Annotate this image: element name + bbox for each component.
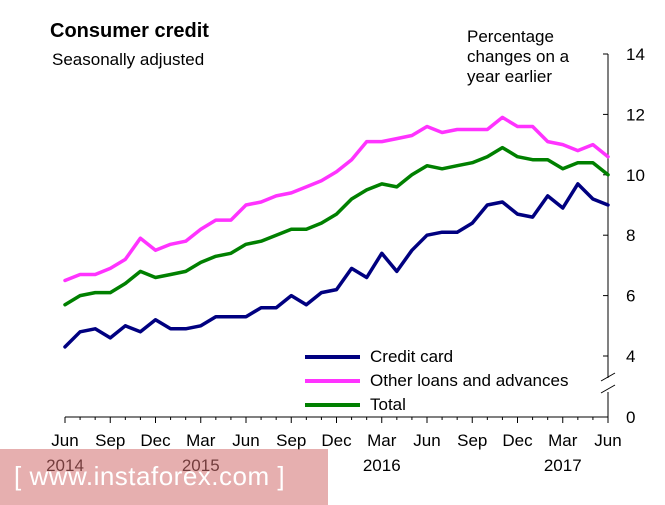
axis-break-mark-upper	[600, 372, 616, 382]
legend-label-total: Total	[370, 395, 406, 414]
x-tick-label: Jun	[51, 431, 78, 450]
x-tick-label: Sep	[457, 431, 487, 450]
x-tick-label: Mar	[186, 431, 216, 450]
y-tick-label: 12	[626, 105, 645, 124]
x-tick-label: Sep	[276, 431, 306, 450]
chart-title: Consumer credit	[50, 20, 209, 42]
x-tick-label: Mar	[367, 431, 397, 450]
y-tick-label: 10	[626, 166, 645, 185]
axis-break-mark-lower	[600, 384, 616, 394]
x-tick-label: Dec	[140, 431, 171, 450]
watermark: [ www.instaforex.com ]	[0, 449, 328, 505]
x-tick-label: Jun	[232, 431, 259, 450]
x-tick-label: Sep	[95, 431, 125, 450]
series-line-0	[63, 182, 610, 349]
x-year-label: 2016	[363, 456, 401, 475]
legend-swatch-credit-card	[305, 355, 360, 359]
legend-label-other-loans: Other loans and advances	[370, 371, 569, 390]
x-tick-label: Dec	[321, 431, 352, 450]
series-line-1	[63, 115, 610, 283]
watermark-text: [ www.instaforex.com ]	[14, 461, 286, 491]
legend-swatch-total	[305, 403, 360, 407]
x-tick-label: Mar	[548, 431, 578, 450]
x-tick-label: Jun	[594, 431, 621, 450]
y-tick-label: 0	[626, 408, 635, 427]
y-axis-label: Percentage changes on a year earlier	[467, 27, 570, 86]
x-tick-label: Dec	[502, 431, 533, 450]
chart-subtitle: Seasonally adjusted	[52, 50, 205, 69]
x-year-label: 2017	[544, 456, 582, 475]
series-line-2	[63, 145, 610, 307]
y-tick-label: 4	[626, 347, 635, 366]
legend: Credit card Other loans and advances Tot…	[305, 345, 568, 417]
x-tick-label: Jun	[413, 431, 440, 450]
y-tick-label: 6	[626, 287, 635, 306]
legend-item-total: Total	[305, 393, 568, 417]
legend-item-credit-card: Credit card	[305, 345, 568, 369]
legend-item-other-loans: Other loans and advances	[305, 369, 568, 393]
y-tick-label: 14	[626, 45, 645, 64]
legend-label-credit-card: Credit card	[370, 347, 454, 366]
y-tick-label: 8	[626, 226, 635, 245]
legend-swatch-other-loans	[305, 379, 360, 383]
